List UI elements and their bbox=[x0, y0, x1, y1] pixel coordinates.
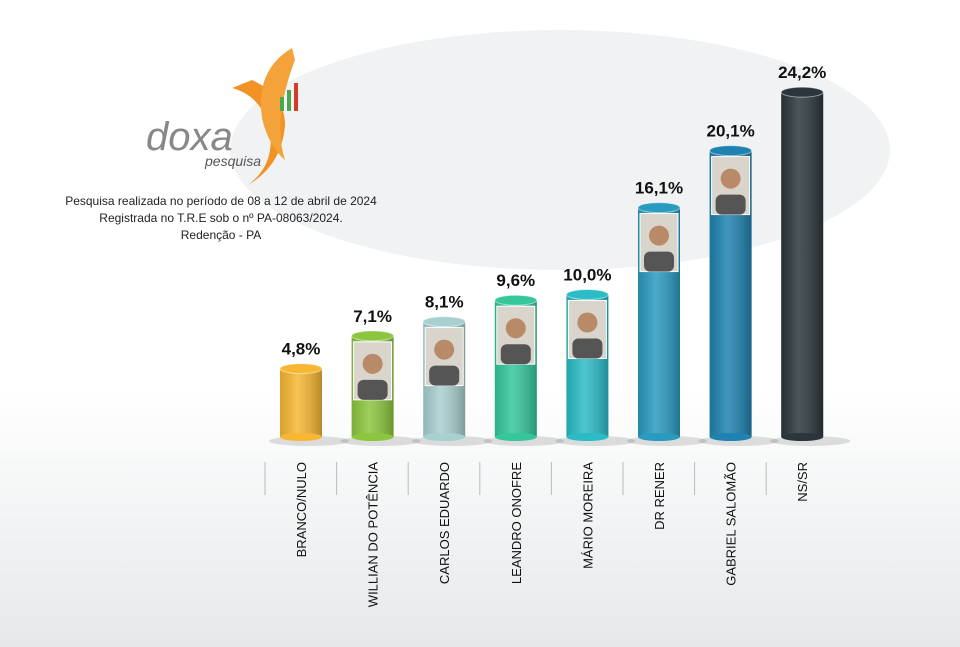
value-label: 16,1% bbox=[635, 179, 683, 198]
bar-shade bbox=[280, 368, 322, 437]
category-label: BRANCO/NULO bbox=[294, 462, 309, 557]
category-label: DR RENER bbox=[652, 462, 667, 530]
bar-base bbox=[351, 433, 394, 441]
bar-cap bbox=[709, 145, 753, 157]
photo-body bbox=[572, 338, 603, 359]
category-label: MÁRIO MOREIRA bbox=[580, 462, 595, 569]
category-label: GABRIEL SALOMÃO bbox=[724, 462, 739, 586]
photo-face bbox=[577, 312, 598, 333]
note: Pesquisa realizada no período de 08 a 12… bbox=[65, 194, 377, 208]
logo: doxa pesquisa bbox=[146, 48, 298, 185]
category-label: LEANDRO ONOFRE bbox=[509, 462, 524, 584]
bar-shade bbox=[781, 92, 824, 438]
bar-cap bbox=[637, 202, 681, 214]
bar-cap bbox=[565, 289, 609, 300]
photo-face bbox=[720, 168, 741, 189]
value-label: 9,6% bbox=[496, 271, 535, 290]
bar-base bbox=[638, 433, 680, 441]
photo-body bbox=[357, 379, 388, 400]
photo-body bbox=[429, 365, 460, 386]
bar-base bbox=[423, 433, 466, 441]
value-label: 8,1% bbox=[425, 293, 464, 312]
bar-cap bbox=[780, 86, 824, 98]
value-label: 4,8% bbox=[282, 340, 321, 359]
bar-base bbox=[709, 433, 752, 441]
bar-base bbox=[280, 433, 322, 441]
bar-cap bbox=[422, 316, 466, 328]
bar-base bbox=[494, 433, 537, 441]
photo-face bbox=[505, 318, 526, 339]
category-label: CARLOS EDUARDO bbox=[437, 462, 452, 584]
photo-face bbox=[434, 339, 455, 360]
bar-cap bbox=[279, 363, 323, 375]
photo-body bbox=[500, 344, 531, 365]
bar-cap bbox=[494, 294, 538, 306]
note: Redenção - PA bbox=[181, 228, 262, 242]
photo-body bbox=[644, 251, 674, 272]
photo-body bbox=[715, 194, 746, 215]
photo-face bbox=[362, 353, 383, 374]
value-label: 24,2% bbox=[778, 63, 826, 82]
photo-face bbox=[649, 225, 669, 246]
bar-base bbox=[566, 433, 609, 441]
category-label: WILLIAN DO POTÊNCIA bbox=[366, 462, 381, 608]
category-label: NS/SR bbox=[795, 462, 810, 502]
logo-brand: doxa bbox=[146, 115, 233, 159]
value-label: 10,0% bbox=[563, 266, 611, 285]
logo-sub: pesquisa bbox=[204, 153, 261, 169]
note: Registrada no T.R.E sob o nº PA-08063/20… bbox=[99, 211, 342, 225]
bar-base bbox=[781, 433, 824, 441]
value-label: 7,1% bbox=[353, 307, 392, 326]
value-label: 20,1% bbox=[706, 122, 754, 141]
bar-cap bbox=[351, 330, 395, 342]
